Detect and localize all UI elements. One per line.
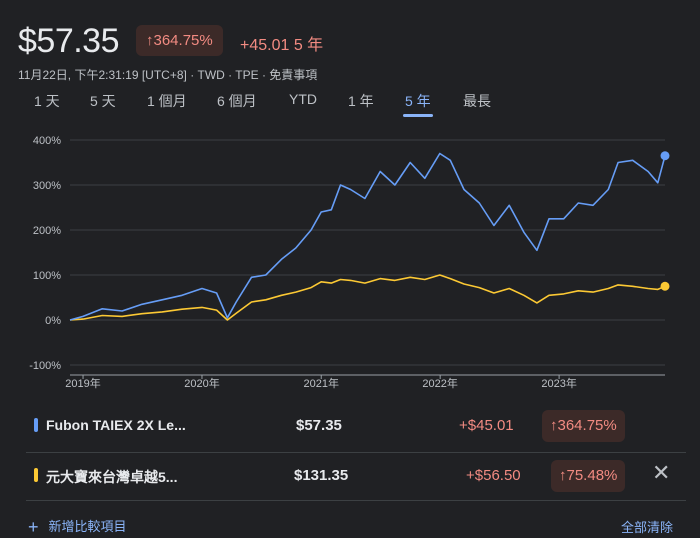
- range-tab-1m[interactable]: 1 個月: [147, 93, 187, 109]
- security-price: $57.35: [296, 417, 342, 434]
- x-tick-label: 2023年: [541, 376, 576, 390]
- series-color-marker: [34, 418, 38, 432]
- y-tick-label: 100%: [33, 270, 61, 282]
- security-price: $131.35: [294, 467, 349, 484]
- add-comparison-button[interactable]: + 新增比較項目: [28, 515, 127, 537]
- percent-change-badge: ↑364.75%: [136, 25, 223, 56]
- range-tab-1d[interactable]: 1 天: [34, 93, 60, 109]
- y-axis-ticks: 400% 300% 200% 100% 0% -100%: [29, 135, 61, 372]
- current-price: $57.35: [18, 22, 120, 60]
- row-divider: [26, 452, 686, 453]
- range-tab-ytd[interactable]: YTD: [289, 91, 317, 107]
- x-tick-label: 2020年: [184, 376, 219, 390]
- series-end-dot: [660, 281, 670, 291]
- series-color-marker: [34, 468, 38, 482]
- add-comparison-label: 新增比較項目: [48, 519, 127, 534]
- range-tab-1y[interactable]: 1 年: [348, 93, 374, 109]
- chart-grid: [70, 139, 665, 366]
- absolute-change: +45.01 5 年: [240, 37, 324, 54]
- y-tick-label: 0%: [45, 315, 61, 327]
- x-tick-label: 2021年: [303, 376, 338, 390]
- series-end-dot: [660, 151, 670, 161]
- series-line: [69, 152, 666, 321]
- y-tick-label: 300%: [33, 180, 61, 192]
- chart-series: [69, 151, 670, 321]
- security-percent-badge: ↑364.75%: [542, 410, 625, 442]
- series-line: [69, 274, 666, 321]
- x-tick-label: 2019年: [65, 376, 100, 390]
- range-tab-max[interactable]: 最長: [463, 93, 491, 109]
- security-change: +$45.01: [459, 417, 514, 434]
- row-divider: [26, 500, 686, 501]
- security-percent-badge: ↑75.48%: [551, 460, 626, 492]
- price-chart[interactable]: 400%300%200%100%0%-100% 2019年 2020年 2021年 2…: [0, 128, 700, 393]
- range-tab-6m[interactable]: 6 個月: [217, 93, 257, 109]
- security-name: Fubon TAIEX 2X Le...: [46, 417, 186, 433]
- security-change: +$56.50: [466, 467, 521, 484]
- compare-row[interactable]: 元大寶來台灣卓越5... $131.35 +$56.50 ↑75.48% ✕: [26, 452, 676, 500]
- security-name: 元大寶來台灣卓越5...: [46, 469, 178, 485]
- compare-row[interactable]: Fubon TAIEX 2X Le... $57.35 +$45.01 ↑364…: [26, 402, 676, 450]
- range-tab-5d[interactable]: 5 天: [90, 93, 116, 109]
- y-tick-label: 200%: [33, 225, 61, 237]
- range-tab-5y[interactable]: 5 年: [403, 93, 433, 117]
- y-tick-label: -100%: [29, 360, 61, 372]
- y-tick-label: 400%: [33, 135, 61, 147]
- x-axis: 2019年 2020年 2021年 2022年 2023年: [65, 374, 665, 390]
- plus-icon: +: [28, 517, 39, 537]
- remove-comparison-close-icon[interactable]: ✕: [652, 460, 671, 485]
- timestamp-meta: 11月22日, 下午2:31:19 [UTC+8] · TWD · TPE · …: [18, 68, 318, 82]
- x-tick-label: 2022年: [422, 376, 457, 390]
- clear-all-button[interactable]: 全部清除: [621, 520, 674, 535]
